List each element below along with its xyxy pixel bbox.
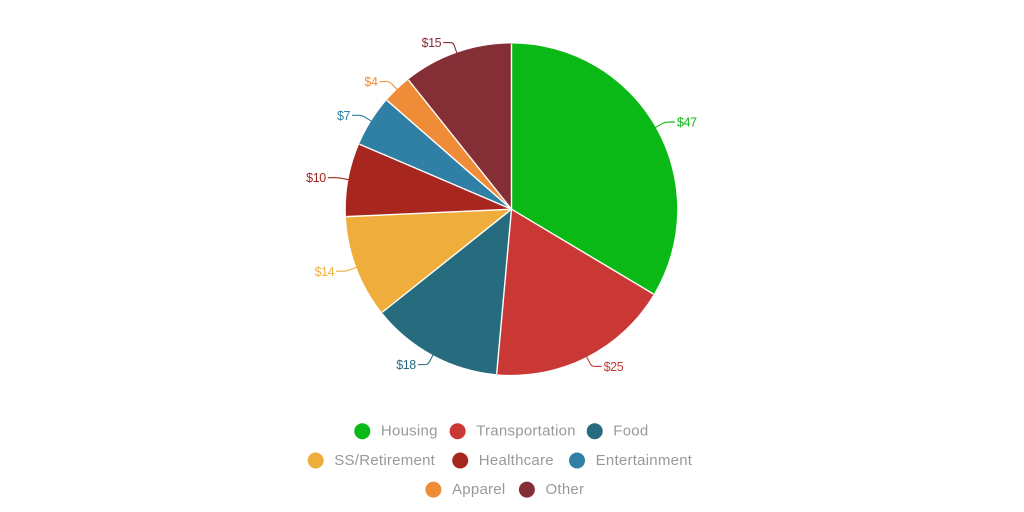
svg-text:$7: $7 (337, 109, 351, 123)
svg-text:$4: $4 (364, 75, 378, 89)
svg-text:$15: $15 (422, 36, 442, 50)
svg-text:SS/Retirement: SS/Retirement (334, 452, 435, 469)
svg-text:Entertainment: Entertainment (596, 452, 693, 469)
svg-text:$14: $14 (315, 265, 335, 279)
svg-text:$10: $10 (306, 171, 326, 185)
svg-text:Other: Other (546, 481, 585, 498)
svg-text:Apparel: Apparel (452, 481, 505, 498)
svg-text:$47: $47 (677, 116, 697, 130)
svg-text:Healthcare: Healthcare (479, 452, 554, 469)
svg-text:$18: $18 (396, 358, 416, 372)
svg-text:Housing: Housing (381, 423, 438, 440)
svg-text:Food: Food (613, 423, 648, 440)
svg-text:$25: $25 (604, 360, 624, 374)
svg-text:Transportation: Transportation (476, 423, 576, 440)
